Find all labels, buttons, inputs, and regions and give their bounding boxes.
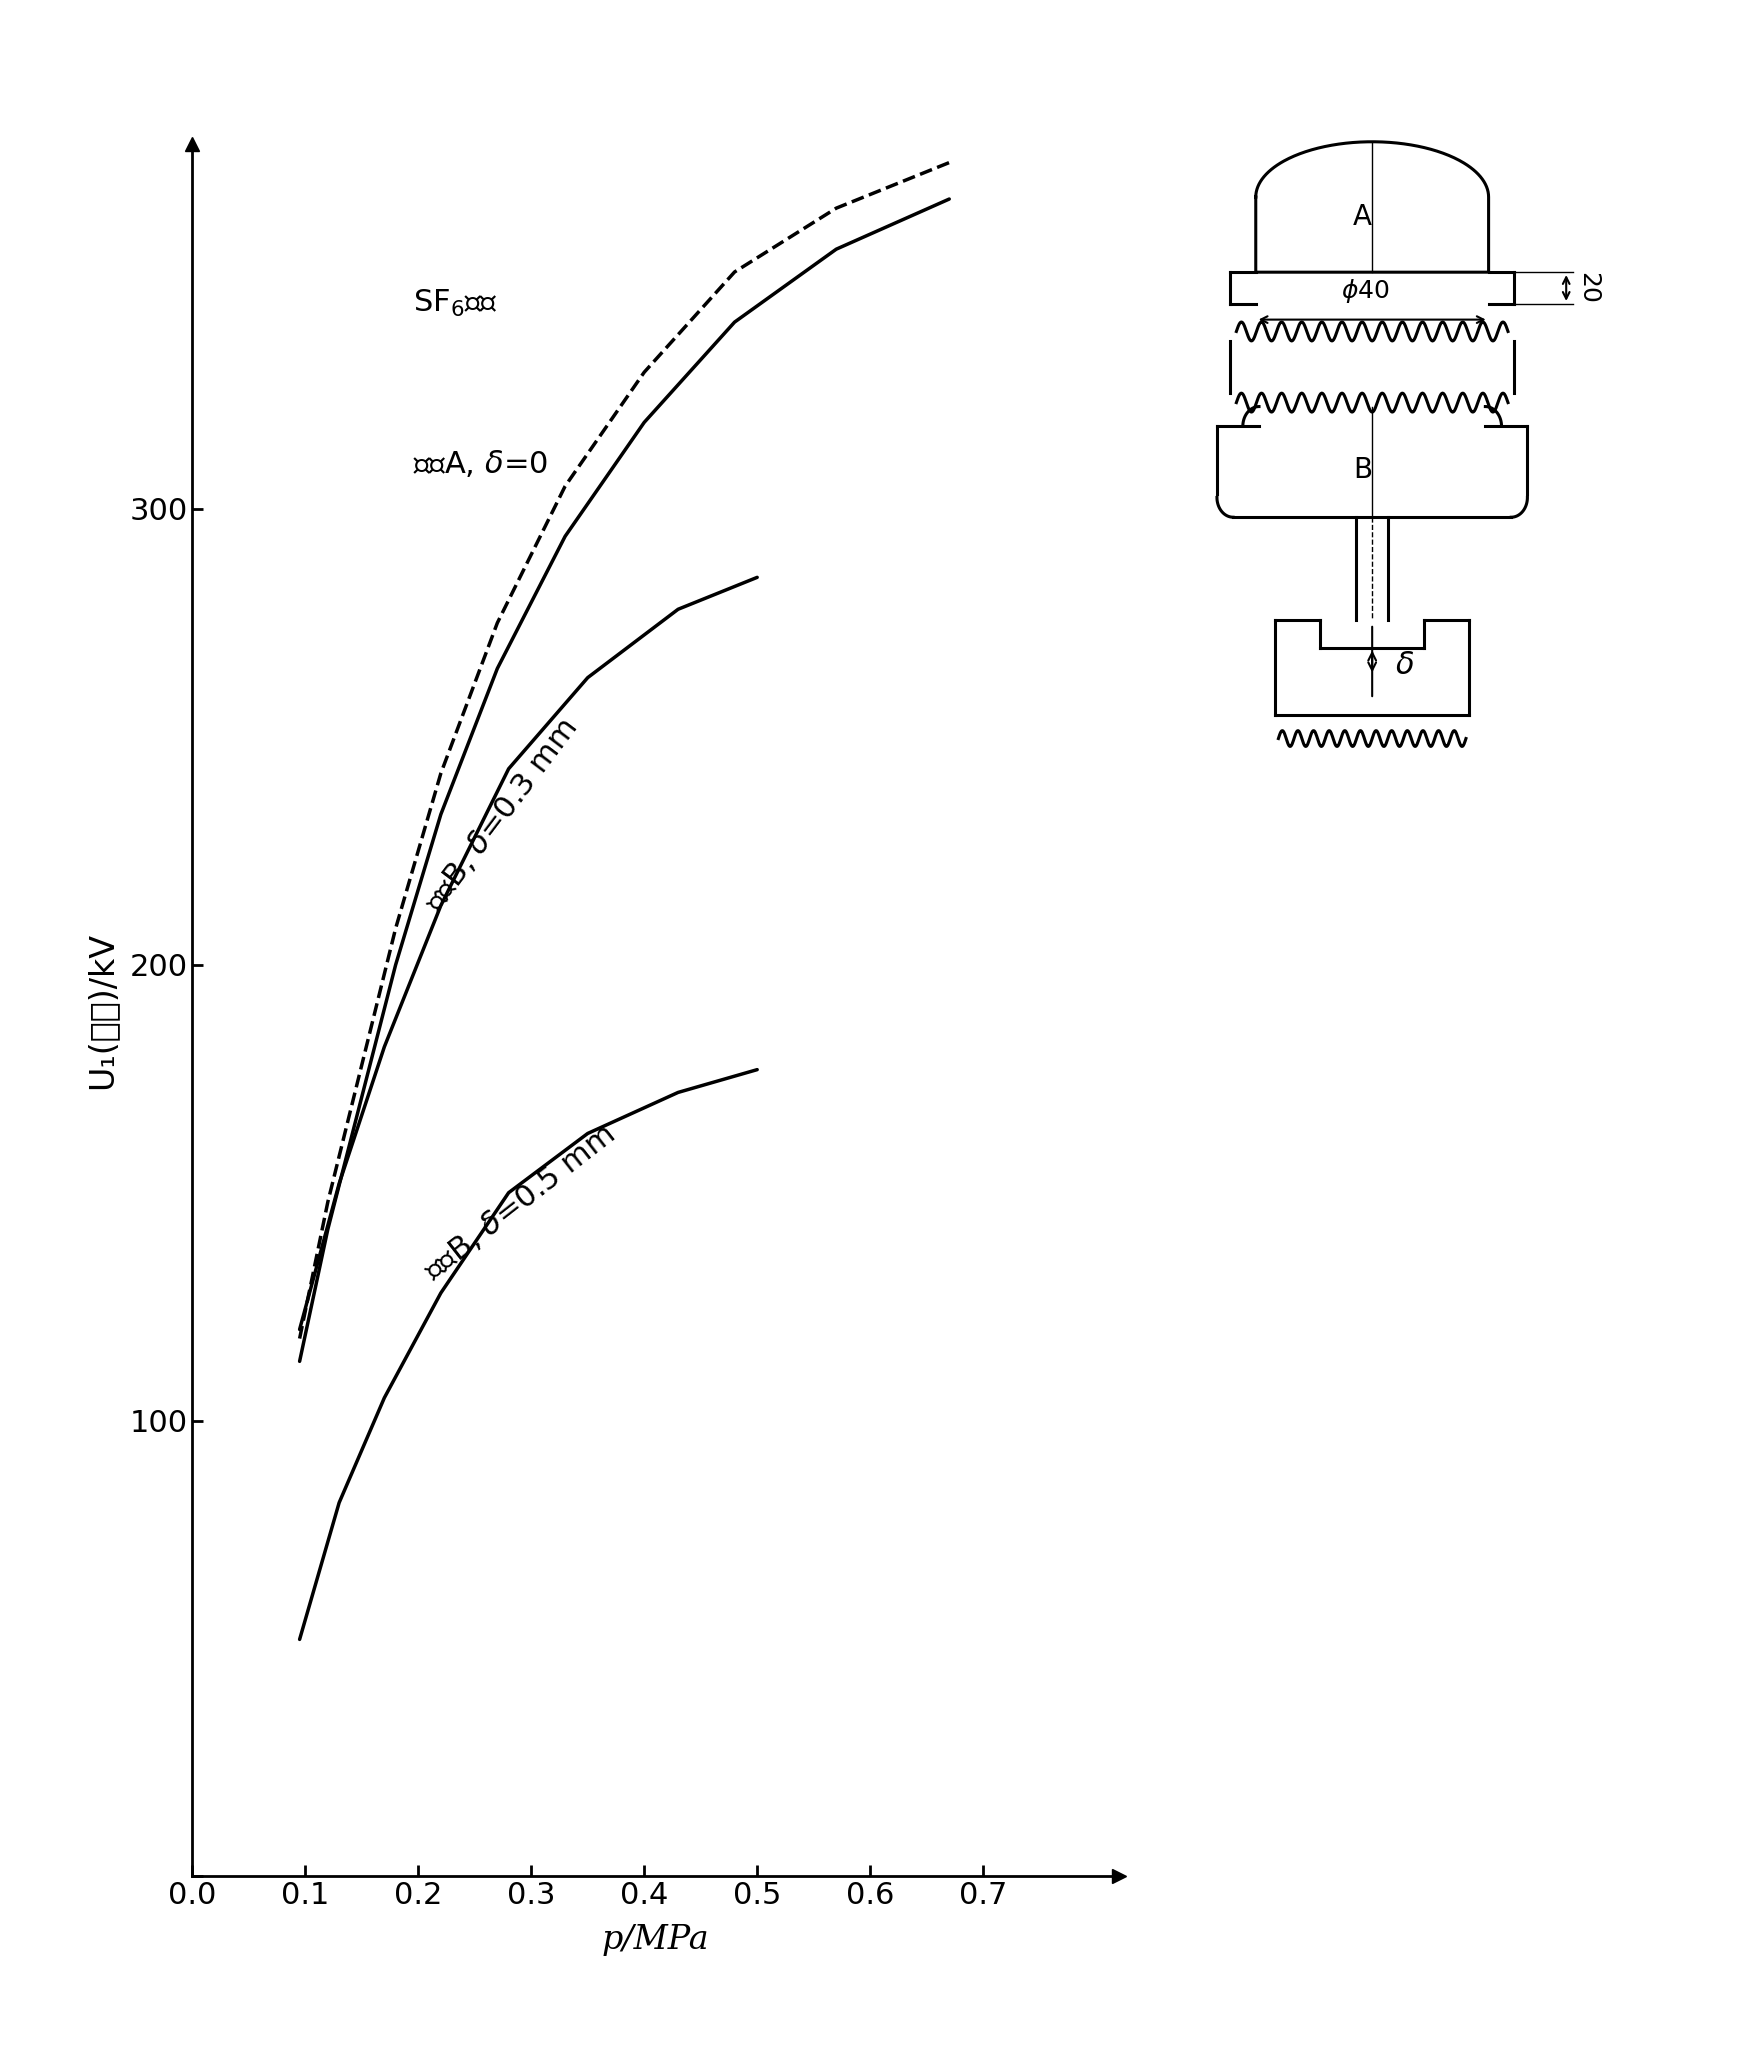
Text: SF$_6$间隙: SF$_6$间隙 xyxy=(413,289,498,320)
Text: B: B xyxy=(1353,456,1372,485)
Text: 试件B, $\delta$=0.3 mm: 试件B, $\delta$=0.3 mm xyxy=(418,711,582,918)
Text: A: A xyxy=(1353,202,1372,231)
Text: 试件B, $\delta$=0.5 mm: 试件B, $\delta$=0.5 mm xyxy=(418,1118,621,1285)
Text: 20: 20 xyxy=(1577,272,1599,303)
Text: $\phi$40: $\phi$40 xyxy=(1341,278,1390,305)
Text: $\delta$: $\delta$ xyxy=(1395,650,1414,680)
Y-axis label: U₁(峰値)/kV: U₁(峰値)/kV xyxy=(86,932,119,1089)
X-axis label: p/MPa: p/MPa xyxy=(601,1924,710,1957)
Text: 试件A, $\delta$=0: 试件A, $\delta$=0 xyxy=(413,447,547,478)
